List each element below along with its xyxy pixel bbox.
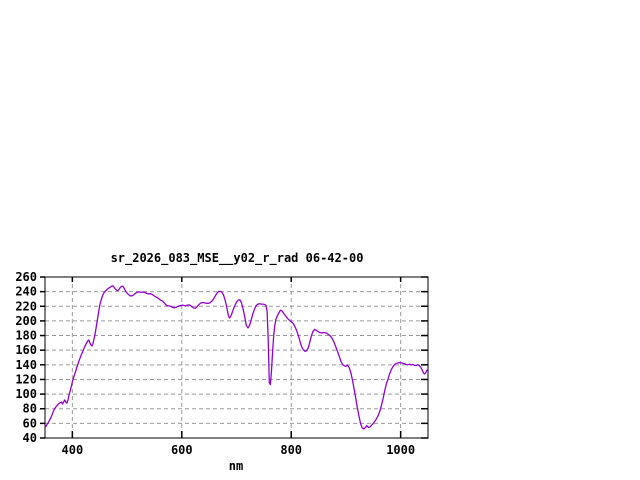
y-tick-label: 100	[15, 387, 37, 401]
y-tick-label: 220	[15, 299, 37, 313]
y-tick-label: 180	[15, 329, 37, 343]
y-tick-label: 120	[15, 372, 37, 386]
y-tick-label: 240	[15, 285, 37, 299]
y-tick-label: 200	[15, 314, 37, 328]
x-axis-label: nm	[229, 459, 243, 473]
x-tick-label: 800	[280, 443, 302, 457]
x-tick-label: 400	[62, 443, 84, 457]
y-tick-label: 40	[23, 431, 37, 445]
y-tick-label: 60	[23, 416, 37, 430]
y-tick-label: 140	[15, 358, 37, 372]
y-tick-label: 160	[15, 343, 37, 357]
x-tick-label: 1000	[386, 443, 415, 457]
spectrum-line	[44, 285, 429, 430]
y-tick-label: 80	[23, 402, 37, 416]
x-tick-label: 600	[171, 443, 193, 457]
y-tick-label: 260	[15, 270, 37, 284]
chart-title: sr_2026_083_MSE__y02_r_rad 06-42-00	[111, 251, 364, 266]
plot-frame	[44, 276, 429, 439]
